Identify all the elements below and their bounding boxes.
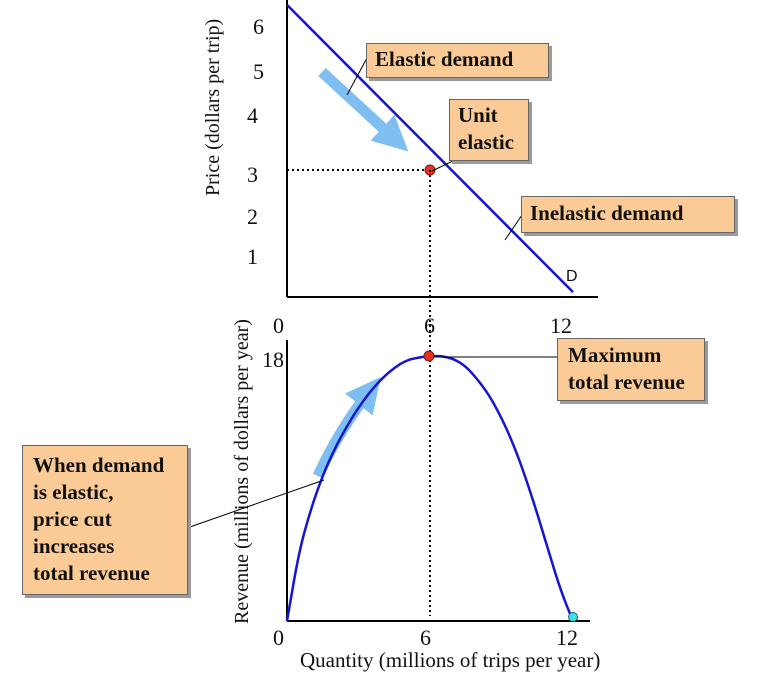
demand-line <box>286 4 574 293</box>
top-x-tick-12: 12 <box>550 313 572 338</box>
inelastic-demand-label-text: Inelastic demand <box>530 201 684 225</box>
max-total-revenue-line1: Maximum <box>568 343 662 367</box>
top-y-tick-4: 4 <box>247 103 258 128</box>
unit-leader <box>431 159 456 172</box>
top-y-tick-1: 1 <box>247 244 258 269</box>
max-total-revenue-line2: total revenue <box>568 370 685 394</box>
inelastic-demand-label: Inelastic demand <box>521 196 735 233</box>
bottom-y-tick-18: 18 <box>262 347 284 372</box>
elastic-arrow <box>318 67 409 152</box>
bottom-x-tick-12: 12 <box>556 625 578 650</box>
max-revenue-point <box>423 350 435 362</box>
unit-elastic-label-line2: elastic <box>458 130 514 154</box>
top-x-tick-0: 0 <box>273 313 284 338</box>
bottom-y-axis-label: Revenue (millions of dollars per year) <box>231 319 253 624</box>
zero-revenue-point <box>568 612 578 622</box>
elastic-revenue-leader <box>186 479 325 529</box>
elastic-demand-label-text: Elastic demand <box>375 47 514 71</box>
elastic-price-cut-line5: total revenue <box>33 561 150 585</box>
elastic-price-cut-line4: increases <box>33 534 115 558</box>
elastic-price-cut-label: When demand is elastic, price cut increa… <box>22 445 188 595</box>
unit-elastic-label-line1: Unit <box>458 103 498 127</box>
top-y-tick-2: 2 <box>247 204 258 229</box>
demand-curve-label: D <box>566 268 578 285</box>
bottom-x-tick-0: 0 <box>273 625 284 650</box>
max-total-revenue-label: Maximum total revenue <box>557 338 705 401</box>
elastic-demand-label: Elastic demand <box>366 43 549 78</box>
bottom-x-axis-label: Quantity (millions of trips per year) <box>300 648 601 672</box>
top-y-tick-6: 6 <box>253 14 264 39</box>
elastic-price-cut-line3: price cut <box>33 507 112 531</box>
top-y-tick-3: 3 <box>247 162 258 187</box>
inelastic-leader <box>504 211 525 241</box>
elastic-price-cut-line1: When demand <box>33 453 165 477</box>
bottom-x-tick-6: 6 <box>420 625 431 650</box>
unit-elastic-label: Unit elastic <box>449 99 529 161</box>
elastic-price-cut-line2: is elastic, <box>33 480 114 504</box>
top-y-tick-5: 5 <box>253 59 264 84</box>
top-y-axis-label: Price (dollars per trip) <box>202 18 224 196</box>
elastic-leader <box>346 57 368 96</box>
